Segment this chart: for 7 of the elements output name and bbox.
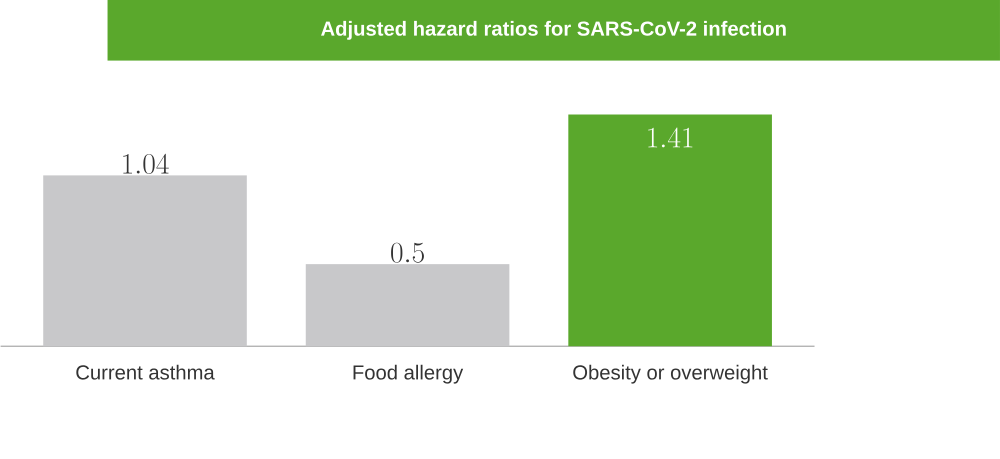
chart-title: Adjusted hazard ratios for SARS-CoV-2 infection (321, 21, 786, 40)
data-label: 0.5 (391, 242, 424, 263)
x-tick-label: Food allergy (354, 364, 464, 384)
data-label: 1 .04 (123, 154, 169, 174)
x-tick-label: Current asthma (76, 364, 215, 380)
data-label: 1 .41 (648, 128, 692, 148)
x-tick-label: Obesity or overweight (573, 364, 768, 384)
